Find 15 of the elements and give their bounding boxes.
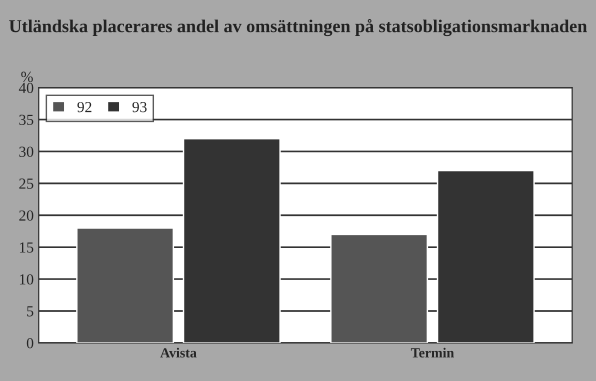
y-tick-label: 10: [20, 274, 34, 285]
legend-label: 92: [77, 102, 92, 112]
chart-title: Utländska placerares andel av omsättningen på statsobligationsmarknaden: [9, 19, 587, 36]
y-axis-title: %: [21, 72, 33, 82]
y-tick-label: 15: [20, 242, 34, 253]
y-tick-label: 20: [19, 210, 34, 221]
x-tick-label: Avista: [160, 348, 197, 358]
y-tick-label: 30: [19, 146, 34, 157]
y-tick-label: 5: [27, 306, 34, 316]
y-tick-label: 40: [18, 82, 34, 94]
y-tick-label: 25: [19, 178, 34, 189]
x-tick-label: Termin: [410, 348, 454, 358]
y-tick-label: 0: [26, 338, 34, 348]
legend-label: 93: [132, 102, 147, 112]
y-tick-label: 35: [19, 114, 34, 125]
